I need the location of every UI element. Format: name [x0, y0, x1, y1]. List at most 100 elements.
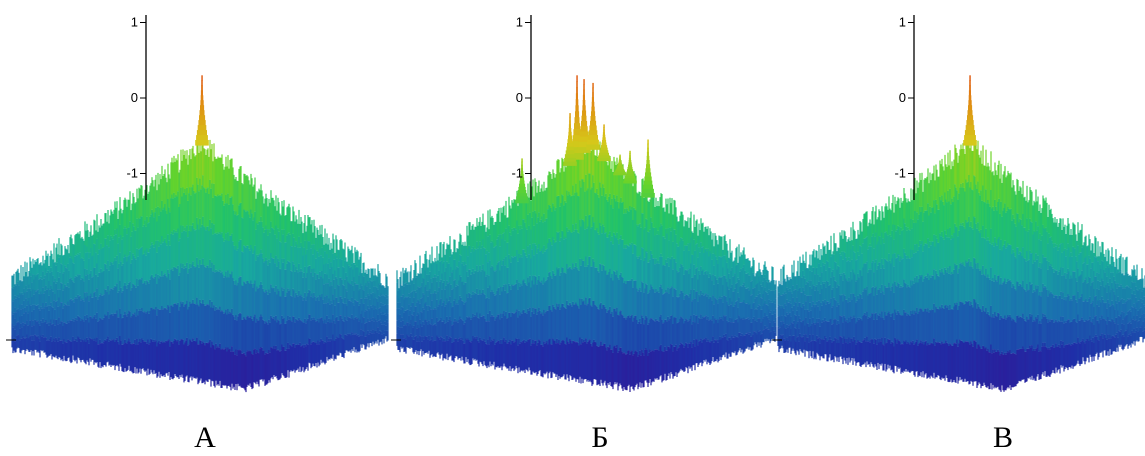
- peak-segment: [615, 169, 625, 171]
- peak-segment: [201, 75, 203, 81]
- peak-segment: [575, 99, 579, 106]
- peak-segment: [587, 135, 598, 141]
- peak-segment: [582, 105, 586, 112]
- peak-segment: [618, 158, 621, 161]
- panel-b-label: Б: [591, 421, 608, 454]
- peak-segment: [583, 79, 585, 85]
- panel-b: 1 0 -1 Б: [391, 15, 777, 454]
- peak-segment: [591, 97, 594, 103]
- peak-segment: [646, 164, 651, 169]
- peak-segment: [626, 171, 634, 175]
- peak-segment: [196, 130, 207, 136]
- peak-segment: [520, 174, 524, 178]
- peak-segment: [642, 184, 653, 190]
- peak-segment: [566, 146, 574, 151]
- peak-segment: [592, 82, 594, 89]
- peak-segment: [200, 90, 203, 96]
- peak-segment: [598, 155, 610, 159]
- peak: [641, 139, 655, 198]
- peak-segment: [645, 168, 651, 173]
- peak-segment: [569, 113, 571, 118]
- peak-segment: [628, 157, 631, 161]
- peak-segment: [644, 176, 652, 182]
- panel-c-surface: [777, 75, 1145, 392]
- peak-segment: [628, 162, 632, 166]
- peak-segment: [516, 196, 528, 201]
- peak-segment: [591, 106, 595, 112]
- peak-segment: [624, 176, 635, 179]
- peak-segment: [520, 177, 525, 182]
- peak-segment: [619, 156, 621, 159]
- peak-segment: [627, 166, 633, 170]
- peak-segment: [616, 167, 624, 170]
- peak-segment: [598, 152, 609, 156]
- peak-segment: [582, 94, 585, 101]
- peak-segment: [646, 155, 650, 161]
- peak-segment: [592, 92, 594, 98]
- peak-segment: [592, 87, 594, 93]
- panel-b-surface: [396, 75, 777, 392]
- peak-segment: [567, 139, 573, 144]
- peak-segment: [519, 180, 525, 185]
- peak-segment: [647, 139, 649, 145]
- peak-segment: [520, 167, 523, 172]
- peak-segment: [599, 150, 609, 154]
- peak-segment: [619, 154, 621, 157]
- peak-segment: [597, 158, 611, 162]
- peak-segment: [591, 111, 596, 117]
- peak-segment: [603, 127, 605, 131]
- peak-segment: [590, 116, 596, 122]
- peak: [563, 113, 577, 166]
- peak-segment: [603, 124, 605, 128]
- peak-segment: [627, 169, 634, 173]
- peak-segment: [572, 135, 582, 142]
- peak-segment: [618, 163, 623, 166]
- peak-segment: [200, 100, 204, 106]
- peak-segment: [200, 105, 205, 111]
- peak-segment: [600, 147, 608, 151]
- z-tick-label: 0: [516, 90, 523, 105]
- peak-segment: [642, 188, 654, 194]
- peak: [195, 75, 209, 146]
- peak: [613, 154, 627, 176]
- peak-segment: [521, 161, 523, 166]
- peak-segment: [617, 166, 624, 169]
- z-tick-label: 0: [131, 90, 138, 105]
- peak-segment: [586, 144, 600, 150]
- peak-segment: [582, 100, 586, 106]
- z-tick-label: 1: [516, 15, 523, 30]
- peak-segment: [646, 151, 649, 157]
- peak-segment: [578, 141, 590, 148]
- peak-segment: [625, 173, 635, 177]
- z-tick-label: -1: [511, 166, 523, 181]
- peak-segment: [521, 164, 523, 169]
- peak-segment: [520, 171, 524, 175]
- peak: [577, 79, 591, 153]
- peak-segment: [519, 183, 526, 188]
- peak-segment: [580, 126, 588, 132]
- peak-segment: [569, 120, 571, 125]
- peak-segment: [195, 140, 209, 146]
- peak-segment: [589, 125, 597, 131]
- peak-segment: [601, 145, 608, 149]
- peak-segment: [587, 139, 599, 145]
- peak-segment: [197, 125, 207, 131]
- peak-segment: [571, 147, 583, 154]
- peak-segment: [583, 84, 585, 91]
- peak-segment: [581, 121, 588, 127]
- peak: [570, 75, 584, 160]
- peak-segment: [568, 131, 572, 137]
- panel-c: 10-1 В: [772, 15, 1145, 454]
- peak-segment: [641, 192, 655, 198]
- peak-segment: [645, 172, 652, 178]
- peak-segment: [567, 143, 574, 148]
- panel-b-axis: 1 0 -1: [391, 15, 532, 341]
- peak-segment: [590, 120, 597, 127]
- panel-a-surface: [11, 75, 389, 393]
- peak-segment: [575, 111, 580, 118]
- peak-segment: [618, 161, 622, 164]
- peak-segment: [618, 160, 622, 163]
- peak-segment: [198, 120, 206, 126]
- peak-segment: [515, 199, 529, 204]
